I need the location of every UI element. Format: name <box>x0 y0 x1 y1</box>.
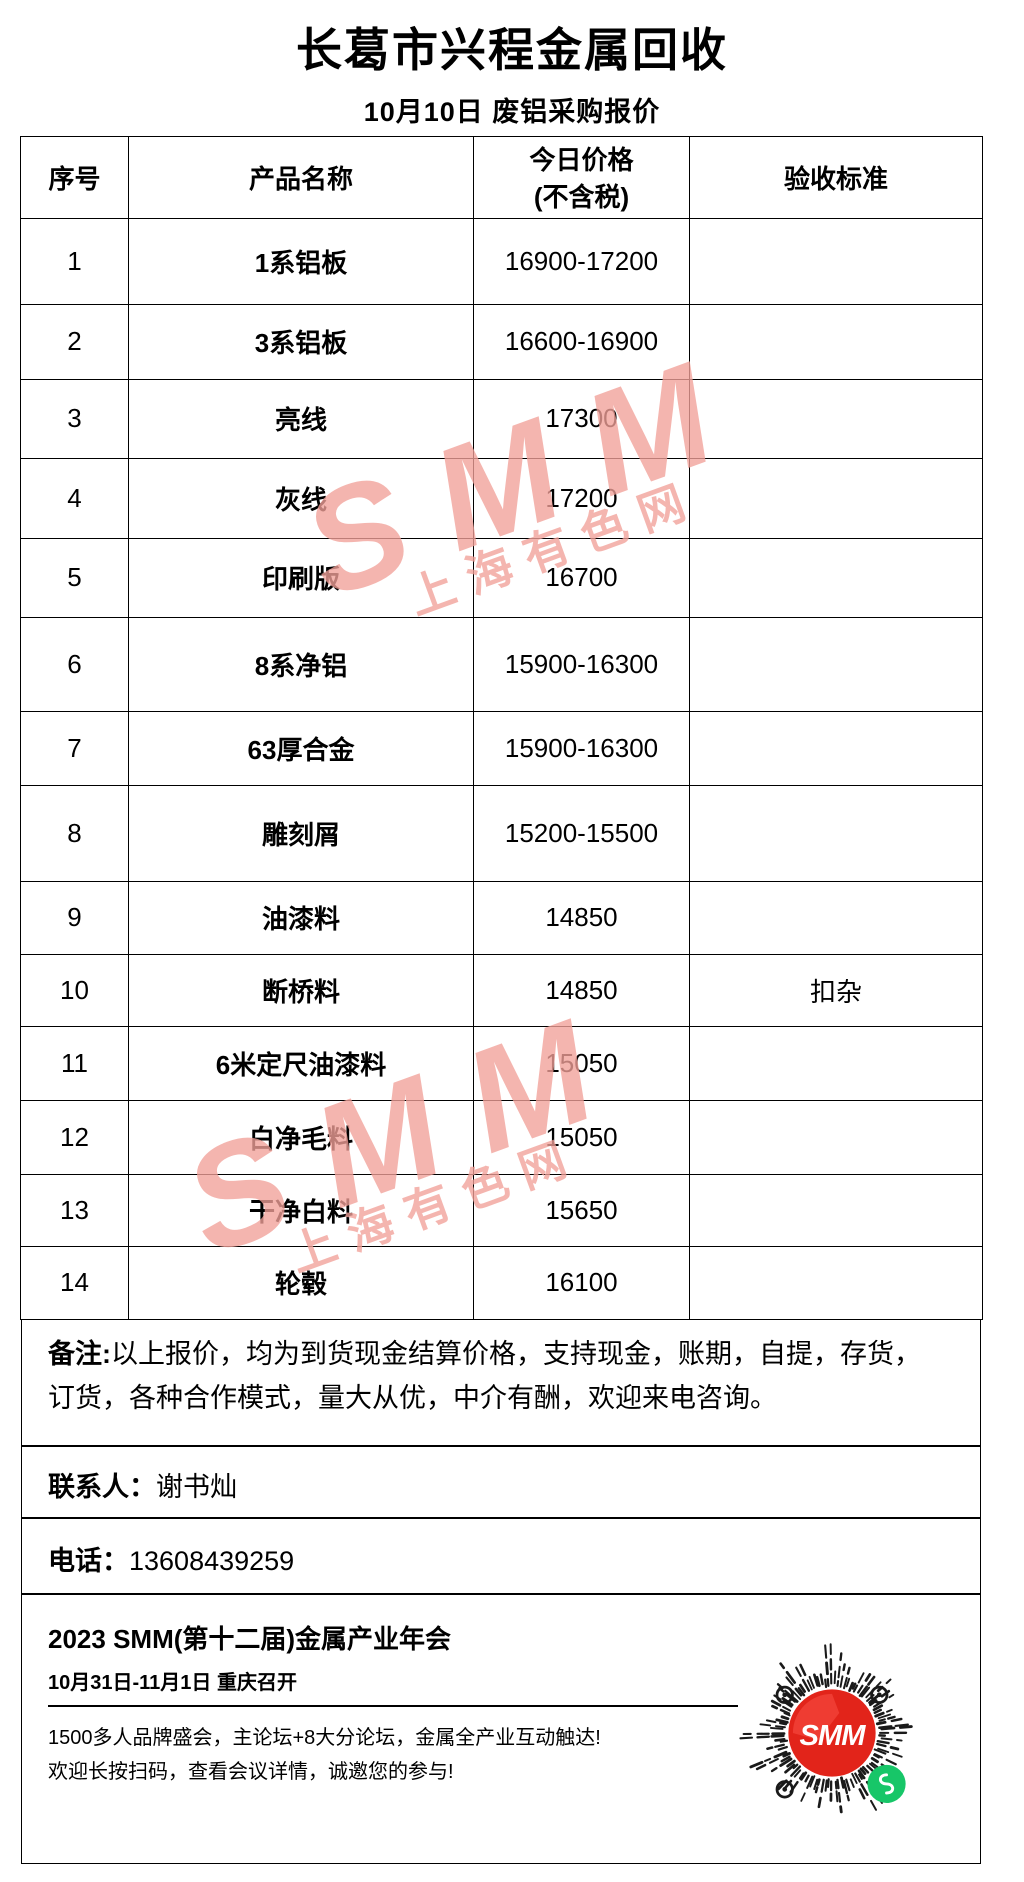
svg-text:SMM: SMM <box>799 1719 866 1751</box>
